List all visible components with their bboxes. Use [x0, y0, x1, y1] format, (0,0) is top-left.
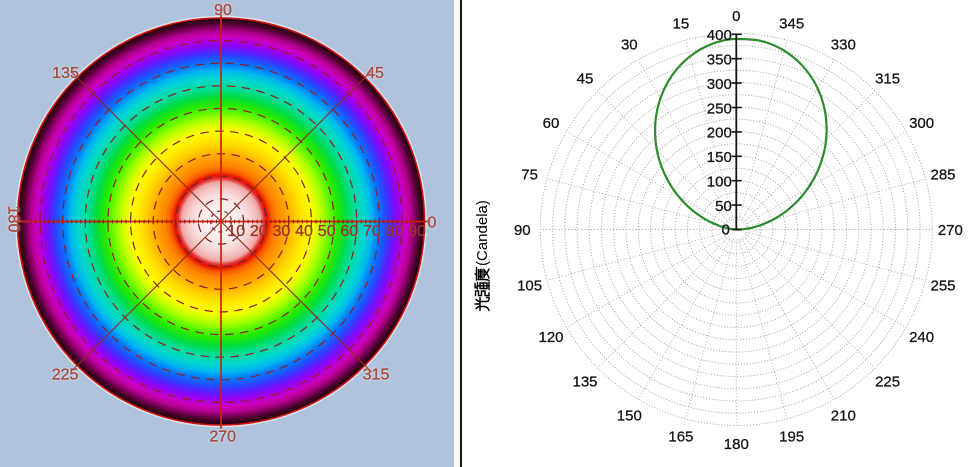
svg-text:40: 40: [295, 223, 313, 240]
svg-text:10: 10: [227, 223, 245, 240]
svg-text:75: 75: [521, 167, 538, 184]
svg-text:100: 100: [707, 174, 732, 191]
svg-text:60: 60: [340, 223, 358, 240]
svg-text:345: 345: [779, 15, 804, 32]
svg-text:20: 20: [250, 223, 268, 240]
svg-text:45: 45: [577, 71, 594, 88]
svg-text:60: 60: [543, 115, 560, 132]
svg-text:285: 285: [930, 167, 955, 184]
svg-text:270: 270: [938, 222, 963, 239]
svg-text:315: 315: [875, 71, 900, 88]
svg-text:150: 150: [707, 149, 732, 166]
svg-text:15: 15: [673, 15, 690, 32]
svg-text:90: 90: [408, 223, 426, 240]
svg-text:50: 50: [318, 223, 336, 240]
svg-text:180: 180: [5, 206, 22, 233]
svg-text:0: 0: [732, 8, 740, 25]
svg-text:330: 330: [831, 37, 856, 54]
svg-text:135: 135: [52, 65, 79, 82]
svg-text:0: 0: [721, 221, 729, 238]
svg-text:0: 0: [428, 215, 437, 232]
svg-text:315: 315: [363, 367, 390, 384]
svg-text:350: 350: [707, 52, 732, 69]
svg-text:165: 165: [668, 429, 693, 446]
svg-text:200: 200: [707, 125, 732, 142]
svg-text:255: 255: [930, 277, 955, 294]
svg-text:300: 300: [909, 115, 934, 132]
svg-text:70: 70: [363, 223, 381, 240]
svg-text:300: 300: [707, 76, 732, 93]
svg-text:105: 105: [517, 277, 542, 294]
svg-text:90: 90: [214, 2, 232, 19]
svg-text:135: 135: [572, 373, 597, 390]
svg-text:180: 180: [724, 436, 749, 453]
svg-text:90: 90: [514, 222, 531, 239]
svg-text:240: 240: [909, 329, 934, 346]
svg-text:210: 210: [831, 407, 856, 424]
svg-text:30: 30: [273, 223, 291, 240]
svg-text:225: 225: [875, 373, 900, 390]
svg-text:(Candela): (Candela): [474, 200, 491, 266]
svg-text:50: 50: [715, 198, 732, 215]
svg-text:150: 150: [617, 407, 642, 424]
svg-text:270: 270: [209, 428, 236, 445]
svg-text:120: 120: [538, 329, 563, 346]
svg-text:225: 225: [52, 367, 79, 384]
svg-text:250: 250: [707, 100, 732, 117]
svg-text:80: 80: [386, 223, 404, 240]
svg-text:195: 195: [779, 429, 804, 446]
svg-text:400: 400: [707, 27, 732, 44]
svg-text:45: 45: [366, 65, 384, 82]
svg-text:30: 30: [621, 37, 638, 54]
